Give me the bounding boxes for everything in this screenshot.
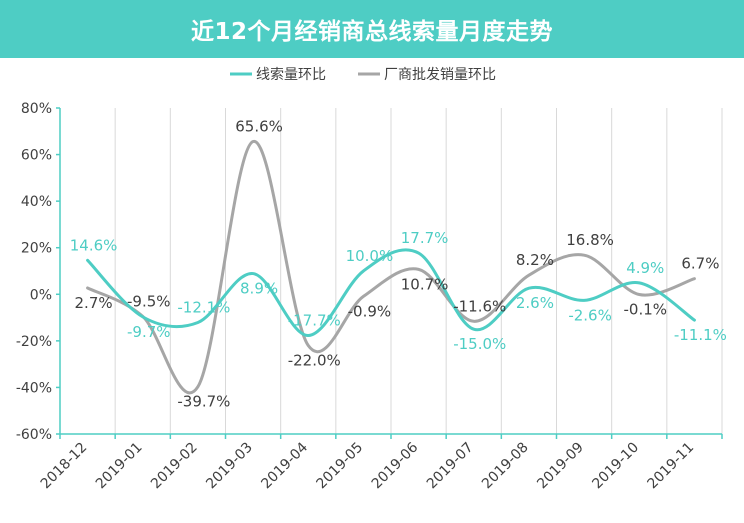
y-tick-label: 40% [21,194,52,210]
series-line-wholesale [86,140,696,395]
chart-title: 近12个月经销商总线索量月度走势 [0,0,744,58]
line-chart: 线索量环比 厂商批发销量环比 80% 60% 40% 20% 0% -20% -40% -60… [16,66,727,493]
data-label: 14.6% [70,236,118,254]
y-tick-label: 60% [21,148,52,164]
data-label: -17.7% [288,312,341,330]
x-tick-label: 2019-05 [314,440,367,493]
data-label: 2.7% [75,294,113,312]
legend-label-wholesale: 厂商批发销量环比 [384,67,496,83]
y-tick-label: 0% [30,287,52,303]
data-label: 17.7% [401,229,449,247]
data-label: 6.7% [681,255,719,273]
data-label: 4.9% [626,259,664,277]
series-layer [86,140,696,395]
grid [114,108,723,434]
data-label: -11.1% [674,326,727,344]
x-tick-label: 2019-06 [369,439,422,492]
series-line-leads [86,248,696,338]
data-label: 8.2% [516,251,554,269]
x-tick-label: 2019-04 [258,439,311,492]
y-tick-label: 20% [21,241,52,257]
data-label: 8.9% [240,280,278,298]
x-tick-label: 2019-10 [589,440,642,493]
y-tick-label: -40% [16,380,52,396]
data-label: -0.9% [348,302,392,320]
x-tick-label: 2019-02 [148,440,201,493]
axes: 80% 60% 40% 20% 0% -20% -40% -60%2018-12 2019-01… [16,101,723,493]
data-label: -39.7% [177,393,230,411]
x-tick-label: 2019-08 [479,440,532,493]
x-tick-label: 2018-12 [38,440,91,493]
data-label: 16.8% [566,231,614,249]
data-label: -22.0% [288,352,341,370]
data-label: -12.1% [177,298,230,316]
data-label: 10.0% [346,247,394,265]
data-label: -0.1% [623,301,667,319]
x-tick-label: 2019-03 [203,440,256,493]
data-labels: 14.6% -9.7% -12.1% 8.9% -17.7% 10.0% 17.7% -15.… [70,118,727,411]
data-label: -2.6% [568,306,612,324]
legend: 线索量环比 厂商批发销量环比 [230,66,496,83]
data-label: -15.0% [453,335,506,353]
x-tick-label: 2019-09 [534,440,587,493]
y-tick-label: 80% [21,101,52,117]
data-label: 65.6% [235,118,283,136]
x-tick-label: 2019-07 [424,440,477,493]
data-label: 2.6% [516,294,554,312]
y-tick-label: -60% [16,427,52,443]
data-label: 10.7% [401,275,449,293]
legend-label-leads: 线索量环比 [256,66,326,83]
data-label: -11.6% [453,297,506,315]
data-label: -9.5% [127,292,171,310]
y-tick-label: -20% [16,334,52,350]
x-tick-label: 2019-01 [93,440,146,493]
data-label: -9.7% [127,323,171,341]
x-tick-label: 2019-11 [645,440,698,493]
